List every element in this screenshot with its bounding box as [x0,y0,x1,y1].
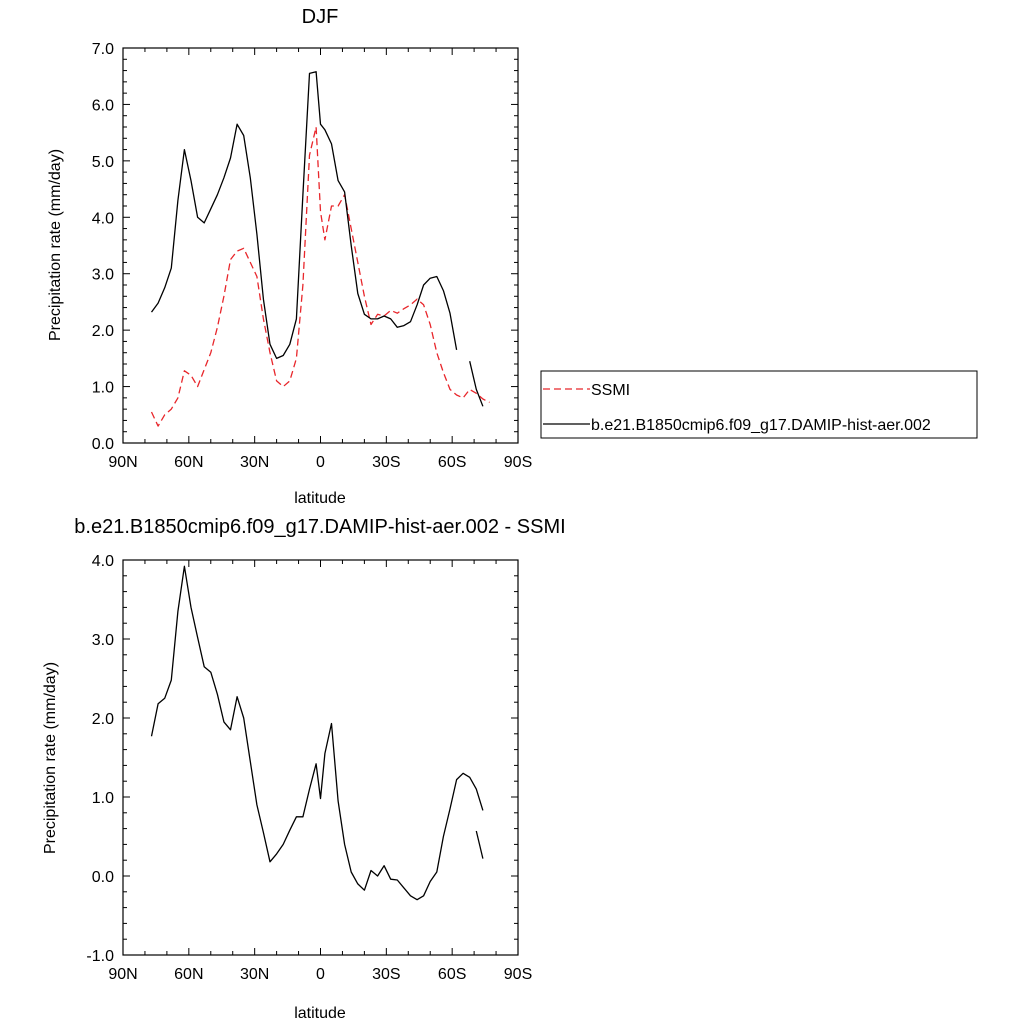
y-tick-label: 2.0 [92,711,114,728]
x-tick-label: 60S [438,454,466,471]
series-line-ssmi [150,126,490,427]
bottom-y-axis-label: Precipitation rate (mm/day) [42,662,59,854]
x-tick-label: 60N [174,454,203,471]
y-tick-label: 3.0 [92,632,114,649]
top-axis-ticks [122,47,519,444]
x-tick-label: 0 [316,454,325,471]
legend-label-ssmi: SSMI [591,382,630,399]
x-tick-label: 60S [438,966,466,983]
x-tick-label: 90S [504,966,532,983]
bottom-chart-title: b.e21.B1850cmip6.f09_g17.DAMIP-hist-aer.… [74,516,565,538]
bottom-series-lines [150,565,484,901]
top-plot-frame [122,47,519,444]
x-tick-label: 30N [240,966,269,983]
x-tick-label: 30S [372,454,400,471]
series-line-model [475,830,484,859]
y-tick-label: 2.0 [92,323,114,340]
top-y-axis-label: Precipitation rate (mm/day) [47,149,64,341]
top-panel: DJF 90N 60N 30N 0 30S 60S 90S 0.0 1.0 2.0 3.0 4.0 5.… [47,6,532,507]
legend: SSMI b.e21.B1850cmip6.f09_g17.DAMIP-hist… [540,370,978,439]
y-tick-label: 5.0 [92,154,114,171]
top-series-lines [150,71,490,427]
series-line-model [150,71,458,360]
top-x-axis-label: latitude [294,490,346,507]
bottom-plot-frame [122,559,519,956]
bottom-axis-ticks [122,559,519,956]
x-tick-label: 90N [108,454,137,471]
y-tick-label: 0.0 [92,869,114,886]
top-chart-title: DJF [302,6,339,28]
y-tick-label: 1.0 [92,380,114,397]
x-tick-label: 30S [372,966,400,983]
x-tick-label: 60N [174,966,203,983]
x-tick-label: 90S [504,454,532,471]
legend-box [540,370,978,439]
y-tick-label: 7.0 [92,41,114,58]
y-tick-label: 4.0 [92,553,114,570]
y-tick-label: 3.0 [92,267,114,284]
x-tick-label: 30N [240,454,269,471]
top-tick-labels: 90N 60N 30N 0 30S 60S 90S 0.0 1.0 2.0 3.0 4.0 5.0 6.0… [92,41,532,471]
y-tick-label: 0.0 [92,436,114,453]
bottom-panel: b.e21.B1850cmip6.f09_g17.DAMIP-hist-aer.… [42,516,566,1022]
y-tick-label: 6.0 [92,97,114,114]
y-tick-label: 4.0 [92,210,114,227]
y-tick-label: -1.0 [86,948,114,965]
bottom-tick-labels: 90N 60N 30N 0 30S 60S 90S -1.0 0.0 1.0 2.0 3.0 4.0 [86,553,532,983]
series-line-model [150,565,484,901]
legend-label-model: b.e21.B1850cmip6.f09_g17.DAMIP-hist-aer.… [591,417,931,434]
x-tick-label: 0 [316,966,325,983]
series-line-model [469,361,484,407]
bottom-x-axis-label: latitude [294,1005,346,1022]
x-tick-label: 90N [108,966,137,983]
y-tick-label: 1.0 [92,790,114,807]
